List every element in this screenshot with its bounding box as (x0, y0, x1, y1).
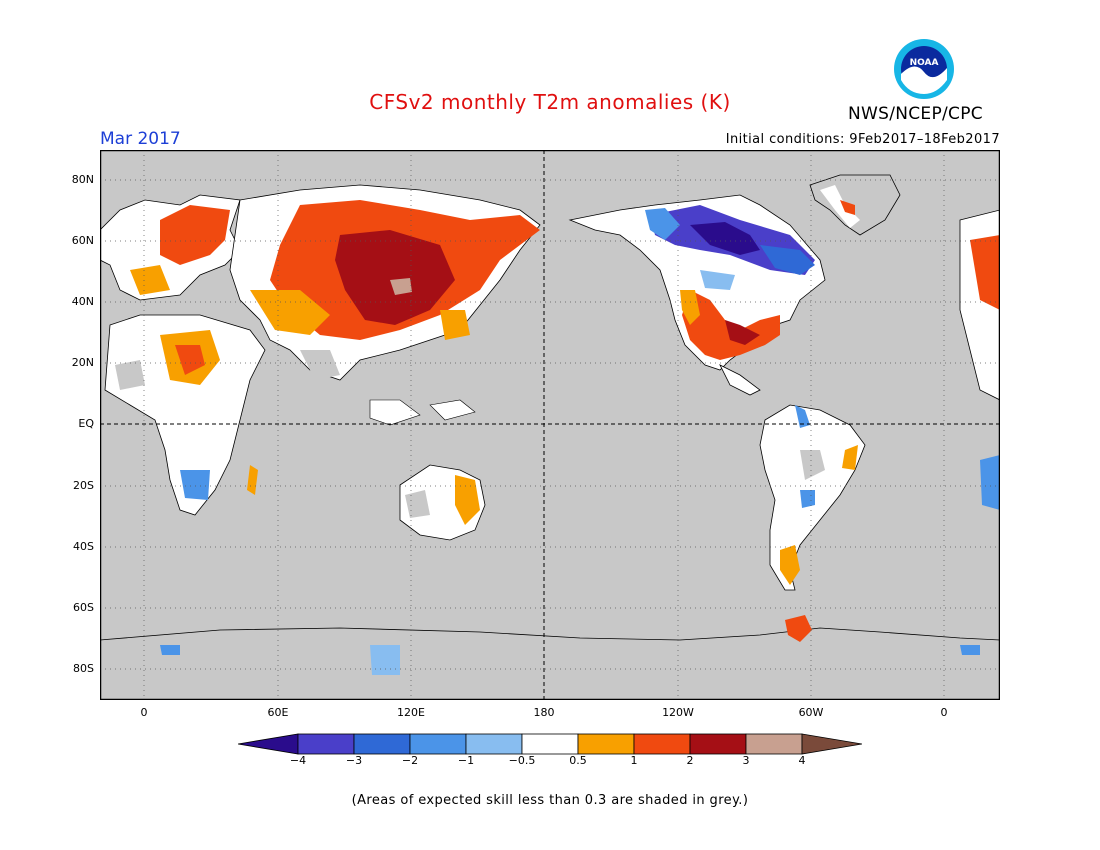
agency-label: NWS/NCEP/CPC (848, 104, 983, 124)
colorbar-segment (689, 733, 747, 755)
lat-label-60n: 60N (71, 234, 94, 247)
europe-africa (100, 194, 266, 516)
skill-footnote: (Areas of expected skill less than 0.3 a… (351, 793, 749, 808)
australia (399, 464, 486, 541)
logo-text: NOAA (910, 58, 939, 68)
lat-label-60s: 60S (73, 601, 94, 614)
noaa-logo: NOAA (893, 38, 955, 100)
lat-label-40s: 40S (73, 540, 94, 553)
asia (229, 184, 541, 381)
lat-label-80s: 80S (73, 662, 94, 675)
colorbar-segment (521, 733, 579, 755)
lat-label-40n: 40N (71, 295, 94, 308)
europe-africa-wrap (959, 209, 1000, 510)
colorbar-tick: −2 (401, 754, 419, 767)
antarctica (100, 615, 1000, 700)
initial-conditions: Initial conditions: 9Feb2017–18Feb2017 (725, 132, 1000, 147)
colorbar-segment (745, 733, 803, 755)
colorbar-tick: 4 (798, 754, 806, 767)
lat-label-20s: 20S (73, 479, 94, 492)
colorbar-segment (465, 733, 523, 755)
north-america (568, 194, 826, 396)
lon-label-60e: 60E (267, 706, 289, 719)
colorbar-tick: −1 (457, 754, 475, 767)
lon-label-120w: 120W (662, 706, 694, 719)
lon-label-60w: 60W (798, 706, 824, 719)
greenland (809, 174, 901, 236)
maritime-asia (369, 399, 476, 426)
colorbar-segment (577, 733, 635, 755)
graticule (100, 150, 1000, 700)
lat-label-80n: 80N (71, 173, 94, 186)
colorbar-tick: 0.5 (569, 754, 587, 767)
colorbar-tick: −0.5 (508, 754, 536, 767)
lon-label-0-right: 0 (940, 706, 948, 719)
colorbar-tick: 3 (742, 754, 750, 767)
colorbar-tick: −3 (345, 754, 363, 767)
south-america (759, 404, 866, 591)
colorbar-segment (409, 733, 467, 755)
lon-label-0: 0 (140, 706, 148, 719)
colorbar (238, 733, 862, 755)
colorbar-segment (353, 733, 411, 755)
lon-label-180: 180 (533, 706, 555, 719)
lat-label-20n: 20N (71, 356, 94, 369)
map-title: CFSv2 monthly T2m anomalies (K) (369, 90, 731, 114)
colorbar-segment (633, 733, 691, 755)
forecast-month: Mar 2017 (100, 129, 181, 149)
lon-label-120e: 120E (397, 706, 425, 719)
colorbar-tick: 1 (630, 754, 638, 767)
colorbar-high-arrow (801, 733, 862, 755)
anomaly-map (100, 150, 1000, 700)
colorbar-low-arrow (238, 733, 299, 755)
lat-label-eq: EQ (78, 417, 94, 430)
colorbar-segment (297, 733, 355, 755)
colorbar-tick: 2 (686, 754, 694, 767)
colorbar-tick: −4 (289, 754, 307, 767)
